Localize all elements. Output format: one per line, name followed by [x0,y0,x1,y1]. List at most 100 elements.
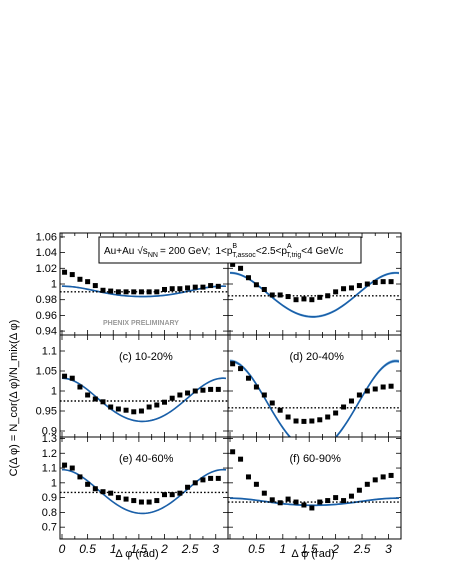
data-point [154,402,160,408]
x-tick-label: 2.5 [353,542,371,556]
y-tick-label: 0.9 [42,492,57,504]
data-point [230,261,236,267]
data-point [277,500,283,506]
data-point [108,404,114,410]
data-point [380,384,386,390]
data-point [192,388,198,394]
data-point [317,499,323,505]
x-tick-label: 2 [160,542,168,556]
legend-cut-a-sup: A [287,243,292,250]
data-point [380,279,386,285]
data-point [325,498,331,504]
panel-label: (c) 10-20% [119,351,173,363]
model-band [62,377,226,423]
data-point [253,481,259,487]
data-point [245,474,251,480]
data-point [341,498,347,504]
x-tick-label: 2.5 [181,542,199,556]
data-point [123,289,129,295]
data-point [253,384,259,390]
data-point [380,474,386,480]
legend-cut-b-sub: T,assoc [232,252,256,259]
model-curve [61,468,227,515]
data-point [277,292,283,298]
legend-cut-post: <4 GeV/c [301,246,343,257]
data-point [261,392,267,398]
x-tick-label: 1.5 [301,542,318,556]
data-point [356,487,362,493]
data-point [309,505,315,511]
x-axis-label-right: Δ φ (rad) [291,548,334,560]
y-tick-label: 0.98 [36,294,57,306]
data-point [146,499,152,505]
data-point [85,481,91,487]
x-tick-label: 1 [279,542,286,556]
model-band [230,359,399,437]
model-band [230,271,399,318]
data-point [372,279,378,285]
watermark-text: PHENIX PRELIMINARY [103,320,179,327]
data-point [285,414,291,420]
y-tick-label: 1.1 [42,463,57,475]
y-axis-label: C(Δ φ) = N_cor(Δ φ)/N_mix(Δ φ) [8,320,20,477]
y-tick-label: 1 [51,279,57,291]
data-point [146,289,152,295]
data-point [146,404,152,410]
data-point [100,399,106,405]
x-tick-label: 1.5 [131,542,148,556]
data-point [261,490,267,496]
data-point [215,475,221,481]
data-point [333,289,339,295]
data-point [269,292,275,298]
panel-plot-area [60,269,228,298]
data-point [364,281,370,287]
y-tick-label: 0.95 [36,406,57,418]
data-point [348,493,354,499]
data-point [162,492,167,498]
panel-c: 0.9 0.95 1 1.05 1.1 (c) 10-20% [36,334,229,438]
data-point [177,286,183,292]
panel-plot-area [228,449,401,511]
data-point [356,392,362,398]
data-point [277,407,283,413]
data-point [154,498,160,504]
panel-label: (f) 60-90% [290,453,342,465]
data-point [192,480,198,486]
legend-energy-symbol: √s [137,245,148,257]
data-point [285,294,291,300]
y-tick-label: 1 [51,477,57,489]
x-axis-label-left: Δ φ (rad) [115,548,158,560]
data-point [108,288,114,294]
data-point [356,283,362,289]
data-point [123,407,129,413]
data-point [92,283,98,289]
y-tick-label: 0.96 [36,310,57,322]
data-point [341,286,347,292]
data-point [348,285,354,291]
data-point [269,497,275,503]
y-tick-label: 0.7 [42,522,57,534]
x-tick-label: 2 [331,542,339,556]
data-point [185,484,191,490]
data-point [293,418,299,424]
data-point [138,499,144,505]
data-point [108,490,114,496]
data-point [333,495,339,501]
data-point [131,289,137,295]
legend-collision: Au+Au [104,246,134,257]
panel-e: 0.7 0.8 0.9 1 1.1 1.2 1.3 0 0.5 1 1.5 2 2.5 3 (e) 40-6… [42,433,229,556]
data-point [115,495,121,501]
data-point [301,418,307,424]
x-tick-label: 0.5 [248,542,265,556]
data-point [131,498,137,504]
data-point [341,404,347,410]
data-point [388,279,394,285]
data-point [285,496,291,502]
y-tick-label: 1 [51,386,57,398]
y-tick-label: 0.94 [36,326,57,338]
data-point [62,462,68,468]
data-point [208,283,214,289]
data-point [115,289,121,295]
legend-text: Au+Au √sNN = 200 GeV; 1<pB T,assoc<2.5<pA T,t… [104,243,343,259]
